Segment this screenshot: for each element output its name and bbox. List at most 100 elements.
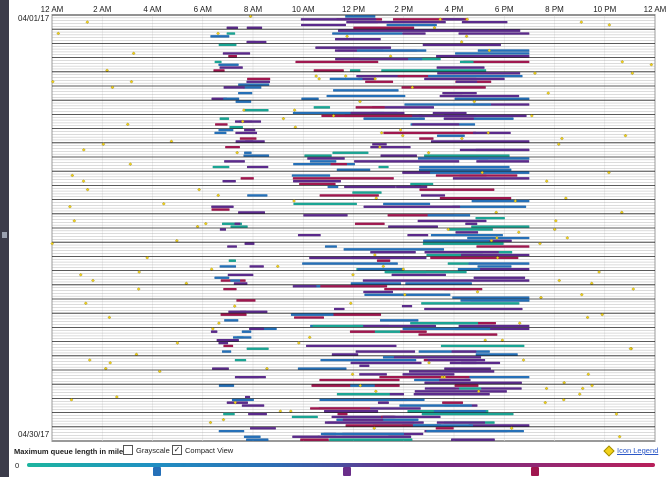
congestion-bar bbox=[428, 251, 439, 254]
incident-diamond bbox=[517, 321, 522, 325]
grayscale-toggle[interactable]: Grayscale bbox=[123, 445, 170, 455]
congestion-bar bbox=[410, 182, 434, 186]
congestion-bar bbox=[244, 140, 265, 143]
congestion-bar bbox=[388, 225, 438, 228]
compact-view-toggle[interactable]: ✓ Compact View bbox=[172, 445, 233, 455]
congestion-bar bbox=[336, 168, 371, 172]
congestion-bar bbox=[223, 86, 245, 89]
congestion-bar bbox=[370, 145, 411, 149]
scale-threshold-marker[interactable] bbox=[343, 467, 351, 476]
time-tick-label: 8 AM bbox=[243, 5, 263, 14]
incident-diamond bbox=[426, 150, 431, 155]
incident-diamond bbox=[248, 14, 253, 19]
congestion-bar bbox=[443, 117, 474, 120]
incident-diamond bbox=[509, 426, 514, 431]
congestion-bar bbox=[241, 330, 252, 333]
congestion-bar bbox=[424, 387, 456, 390]
congestion-bar bbox=[239, 310, 268, 314]
congestion-bar bbox=[299, 182, 336, 186]
congestion-bar bbox=[329, 438, 413, 441]
incident-diamond bbox=[544, 386, 549, 391]
congestion-bar bbox=[477, 265, 512, 268]
scale-threshold-marker[interactable] bbox=[153, 467, 161, 476]
time-axis: 12 AM 2 AM 4 AM 6 AM 8 AM 10 AM 12 PM 2 PM 4 PM 6… bbox=[0, 5, 668, 15]
congestion-bar bbox=[249, 265, 264, 268]
icon-legend-link[interactable]: Icon Legend bbox=[603, 444, 659, 457]
congestion-bar bbox=[468, 262, 530, 265]
incident-diamond bbox=[410, 85, 415, 90]
congestion-bar bbox=[356, 74, 406, 78]
congestion-bar bbox=[363, 117, 425, 120]
incident-diamond-icon bbox=[603, 444, 615, 457]
congestion-bar bbox=[292, 177, 394, 180]
congestion-bar bbox=[301, 23, 346, 27]
incident-diamond bbox=[240, 119, 245, 124]
congestion-bar bbox=[452, 205, 527, 209]
congestion-bar bbox=[227, 245, 237, 248]
congestion-bar bbox=[320, 432, 404, 436]
congestion-bar bbox=[460, 253, 530, 257]
icon-legend-text[interactable]: Icon Legend bbox=[617, 446, 659, 455]
congestion-bar bbox=[381, 69, 487, 72]
time-tick-label: 12 PM bbox=[341, 5, 366, 14]
congestion-bar bbox=[244, 242, 255, 245]
incident-diamond bbox=[556, 142, 561, 147]
congestion-bar bbox=[239, 137, 257, 140]
incident-diamond bbox=[372, 426, 377, 431]
compact-view-checkbox[interactable]: ✓ bbox=[172, 445, 182, 455]
congestion-bar bbox=[383, 131, 477, 135]
congestion-bar bbox=[224, 319, 239, 322]
incident-diamond bbox=[345, 34, 349, 39]
congestion-bar bbox=[319, 194, 379, 197]
incident-diamond bbox=[281, 116, 286, 121]
incident-diamond bbox=[460, 136, 464, 141]
congestion-bar bbox=[342, 418, 384, 422]
congestion-bar bbox=[335, 38, 381, 41]
scale-threshold-marker[interactable] bbox=[531, 467, 539, 476]
congestion-bar bbox=[364, 29, 451, 32]
incident-diamond bbox=[110, 85, 115, 90]
incident-diamond bbox=[649, 62, 654, 67]
congestion-bar bbox=[295, 60, 379, 64]
congestion-bar bbox=[424, 154, 510, 157]
congestion-bar bbox=[436, 55, 530, 58]
congestion-bar bbox=[472, 131, 511, 135]
panel-collapse-handle[interactable] bbox=[2, 232, 7, 238]
incident-diamond bbox=[538, 241, 542, 246]
congestion-bar bbox=[407, 233, 429, 237]
congestion-bar bbox=[413, 393, 490, 396]
incident-diamond bbox=[351, 273, 355, 277]
congestion-bar bbox=[379, 319, 419, 322]
grayscale-checkbox[interactable] bbox=[123, 445, 133, 455]
congestion-bar bbox=[433, 410, 486, 413]
congestion-bar bbox=[335, 57, 409, 61]
incident-diamond bbox=[590, 383, 594, 388]
congestion-bar bbox=[345, 15, 376, 18]
congestion-bar bbox=[218, 429, 245, 433]
congestion-bar bbox=[352, 191, 382, 194]
incident-diamond bbox=[331, 114, 336, 118]
incident-diamond bbox=[107, 315, 112, 320]
incident-diamond bbox=[129, 79, 134, 84]
congestion-bar bbox=[212, 165, 230, 169]
congestion-bar bbox=[291, 174, 331, 177]
congestion-bar bbox=[304, 154, 332, 157]
congestion-bar bbox=[244, 395, 251, 399]
incident-diamond bbox=[579, 292, 584, 297]
incident-diamond bbox=[377, 145, 382, 149]
congestion-bar bbox=[331, 415, 396, 419]
incident-diamond bbox=[446, 227, 451, 232]
congestion-bar bbox=[354, 222, 385, 226]
incident-diamond bbox=[579, 20, 584, 24]
congestion-bar bbox=[302, 262, 398, 265]
congestion-bar bbox=[419, 188, 495, 191]
congestion-bar bbox=[404, 103, 492, 106]
congestion-bar bbox=[418, 168, 512, 172]
congestion-bar bbox=[344, 185, 396, 189]
incident-diamond bbox=[442, 375, 447, 379]
congestion-bar bbox=[454, 384, 479, 387]
congestion-bar bbox=[246, 40, 256, 44]
congestion-bar bbox=[444, 367, 491, 370]
congestion-bar bbox=[475, 148, 530, 152]
congestion-bar bbox=[229, 126, 243, 129]
